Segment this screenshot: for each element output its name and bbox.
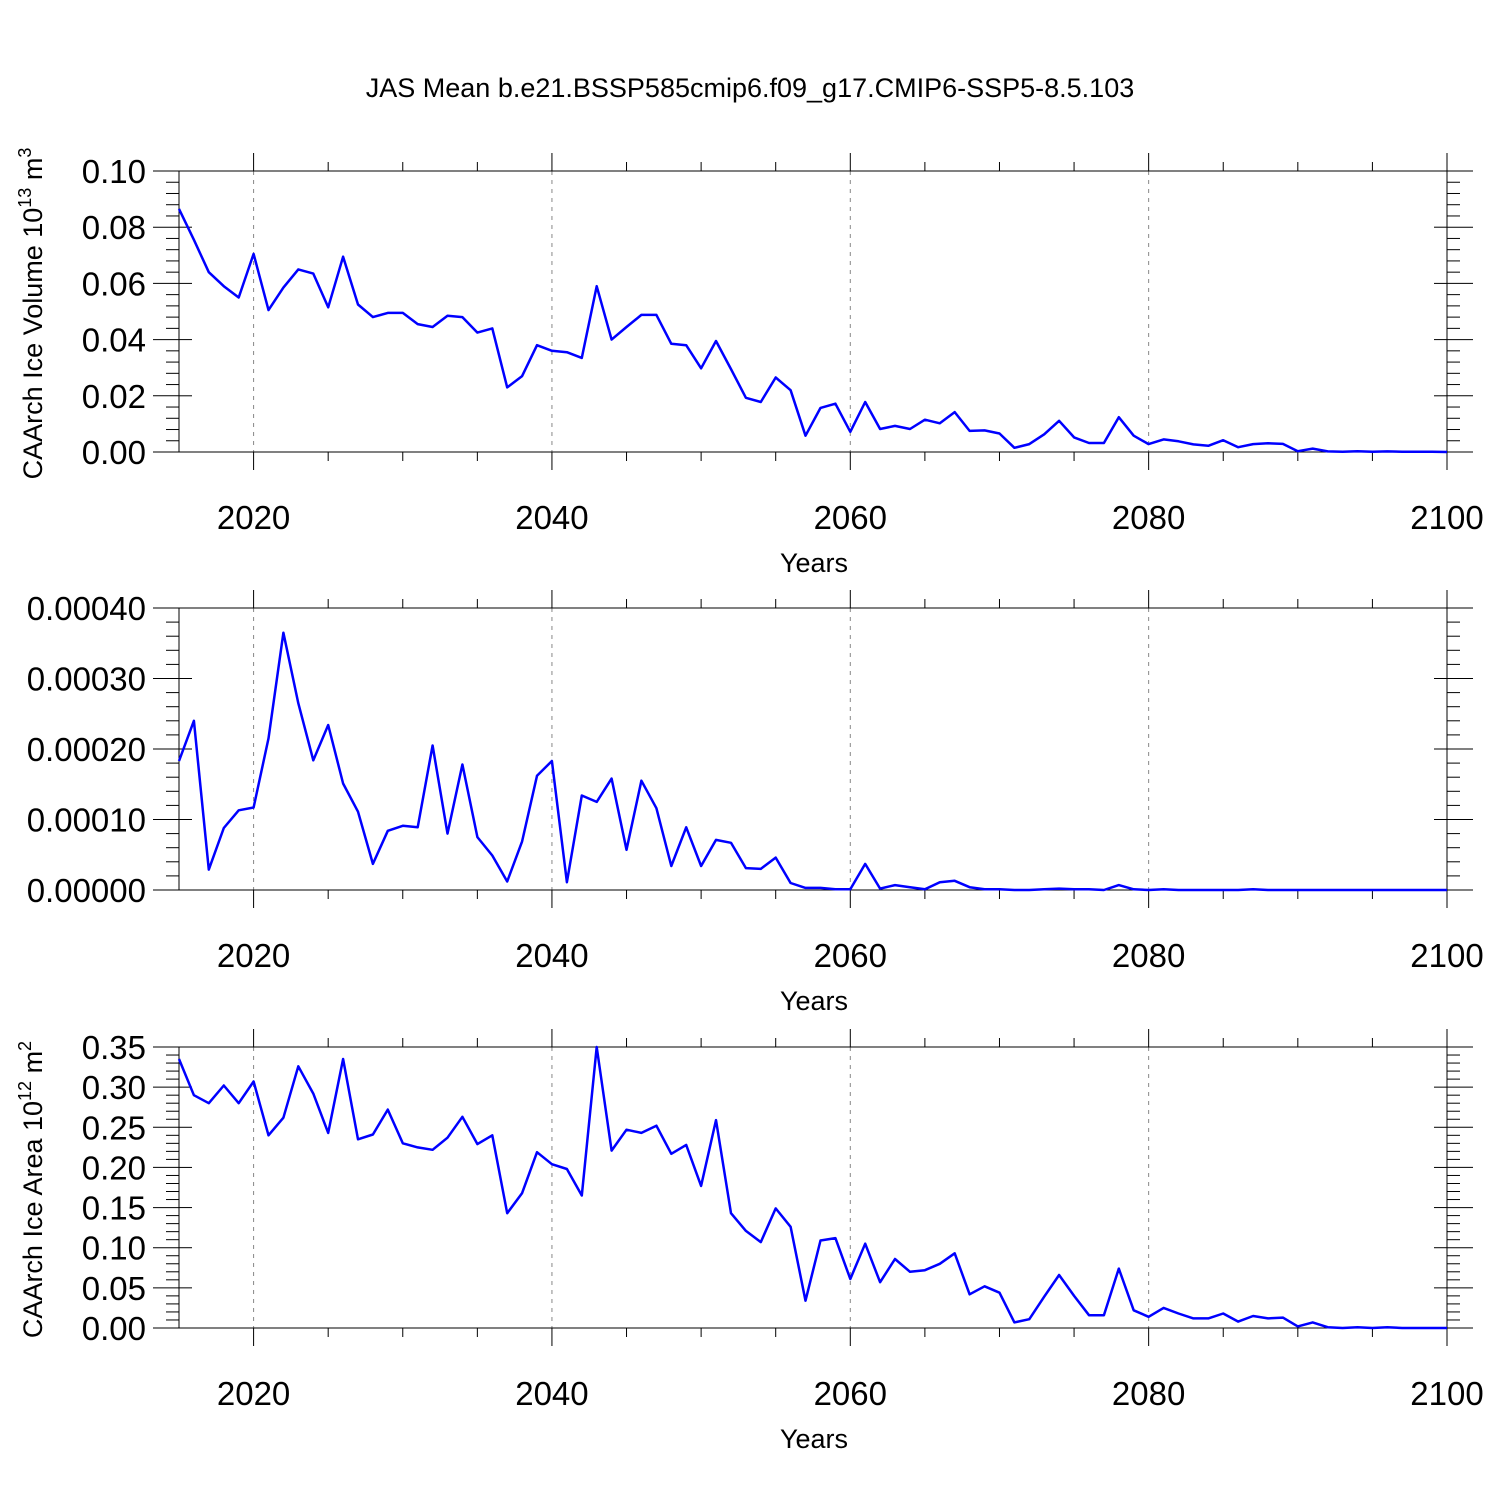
y-tick-label: 0.15 xyxy=(82,1190,146,1227)
y-tick-label: 0.08 xyxy=(82,209,146,246)
x-tick-label: 2080 xyxy=(1112,937,1185,974)
y-axis-title-exponent: 13 xyxy=(15,188,35,208)
x-tick-label: 2100 xyxy=(1410,1375,1483,1412)
y-axis-title-unit: m xyxy=(18,1051,48,1081)
plot-frame xyxy=(178,170,1448,453)
y-tick-label: 0.00010 xyxy=(27,802,146,839)
panel-series-2: 2020 2040 2060 2080 2100 Years 0.00000 0.00010 0… xyxy=(27,590,1484,1016)
x-tick-label: 2080 xyxy=(1112,499,1185,536)
y-tick-label: 0.20 xyxy=(82,1149,146,1186)
y-tick-label: 0.00000 xyxy=(27,872,146,909)
x-tick-label: 2040 xyxy=(515,499,588,536)
x-tick-label: 2020 xyxy=(217,937,290,974)
series-line xyxy=(177,1045,1447,1330)
plot-frame xyxy=(178,1046,1448,1329)
x-tick-label: 2020 xyxy=(217,1375,290,1412)
series-line xyxy=(177,208,1448,454)
y-axis-title: CAArch Ice Volume 1013 m3 xyxy=(15,148,48,480)
x-tick-label: 2060 xyxy=(814,1375,887,1412)
y-axis-title-exponent: 12 xyxy=(15,1081,35,1101)
y-tick-label: 0.00 xyxy=(82,1310,146,1347)
x-tick-label: 2060 xyxy=(814,937,887,974)
x-tick-label: 2100 xyxy=(1410,499,1483,536)
x-axis-title: Years xyxy=(780,1424,848,1454)
y-axis-title-text: CAArch Ice Volume 10 xyxy=(18,208,48,480)
y-axis-title-text: CAArch Ice Area 10 xyxy=(18,1101,48,1338)
y-tick-label: 0.04 xyxy=(82,322,146,359)
y-tick-label: 0.10 xyxy=(82,1230,146,1267)
y-axis-title-unit: m xyxy=(18,158,48,188)
y-tick-label: 0.25 xyxy=(82,1109,146,1146)
x-tick-label: 2100 xyxy=(1410,937,1483,974)
y-axis-title-unit-exponent: 3 xyxy=(15,148,35,158)
chart-title: JAS Mean b.e21.BSSP585cmip6.f09_g17.CMIP… xyxy=(366,73,1134,103)
x-tick-label: 2040 xyxy=(515,1375,588,1412)
y-tick-label: 0.00 xyxy=(82,434,146,471)
y-tick-label: 0.10 xyxy=(82,153,146,190)
y-tick-label: 0.35 xyxy=(82,1029,146,1066)
y-tick-label: 0.02 xyxy=(82,378,146,415)
x-tick-label: 2060 xyxy=(814,499,887,536)
y-tick-label: 0.30 xyxy=(82,1069,146,1106)
series-line xyxy=(177,631,1447,892)
x-axis-title: Years xyxy=(780,548,848,578)
x-axis-title: Years xyxy=(780,986,848,1016)
y-tick-label: 0.06 xyxy=(82,265,146,302)
y-tick-label: 0.05 xyxy=(82,1270,146,1307)
panel-ice-volume: 2020 2040 2060 2080 2100 Years 0.00 0.02 0.04 0.0… xyxy=(15,148,1484,578)
x-tick-label: 2020 xyxy=(217,499,290,536)
y-axis-title-unit-exponent: 2 xyxy=(15,1041,35,1051)
panel-ice-area: 2020 2040 2060 2080 2100 Years 0.000.050.100.1… xyxy=(15,1029,1484,1454)
y-axis-title: CAArch Ice Area 1012 m2 xyxy=(15,1041,48,1338)
y-tick-label: 0.00040 xyxy=(27,590,146,627)
x-tick-label: 2040 xyxy=(515,937,588,974)
y-tick-label: 0.00030 xyxy=(27,661,146,698)
y-tick-label: 0.00020 xyxy=(27,731,146,768)
x-tick-label: 2080 xyxy=(1112,1375,1185,1412)
